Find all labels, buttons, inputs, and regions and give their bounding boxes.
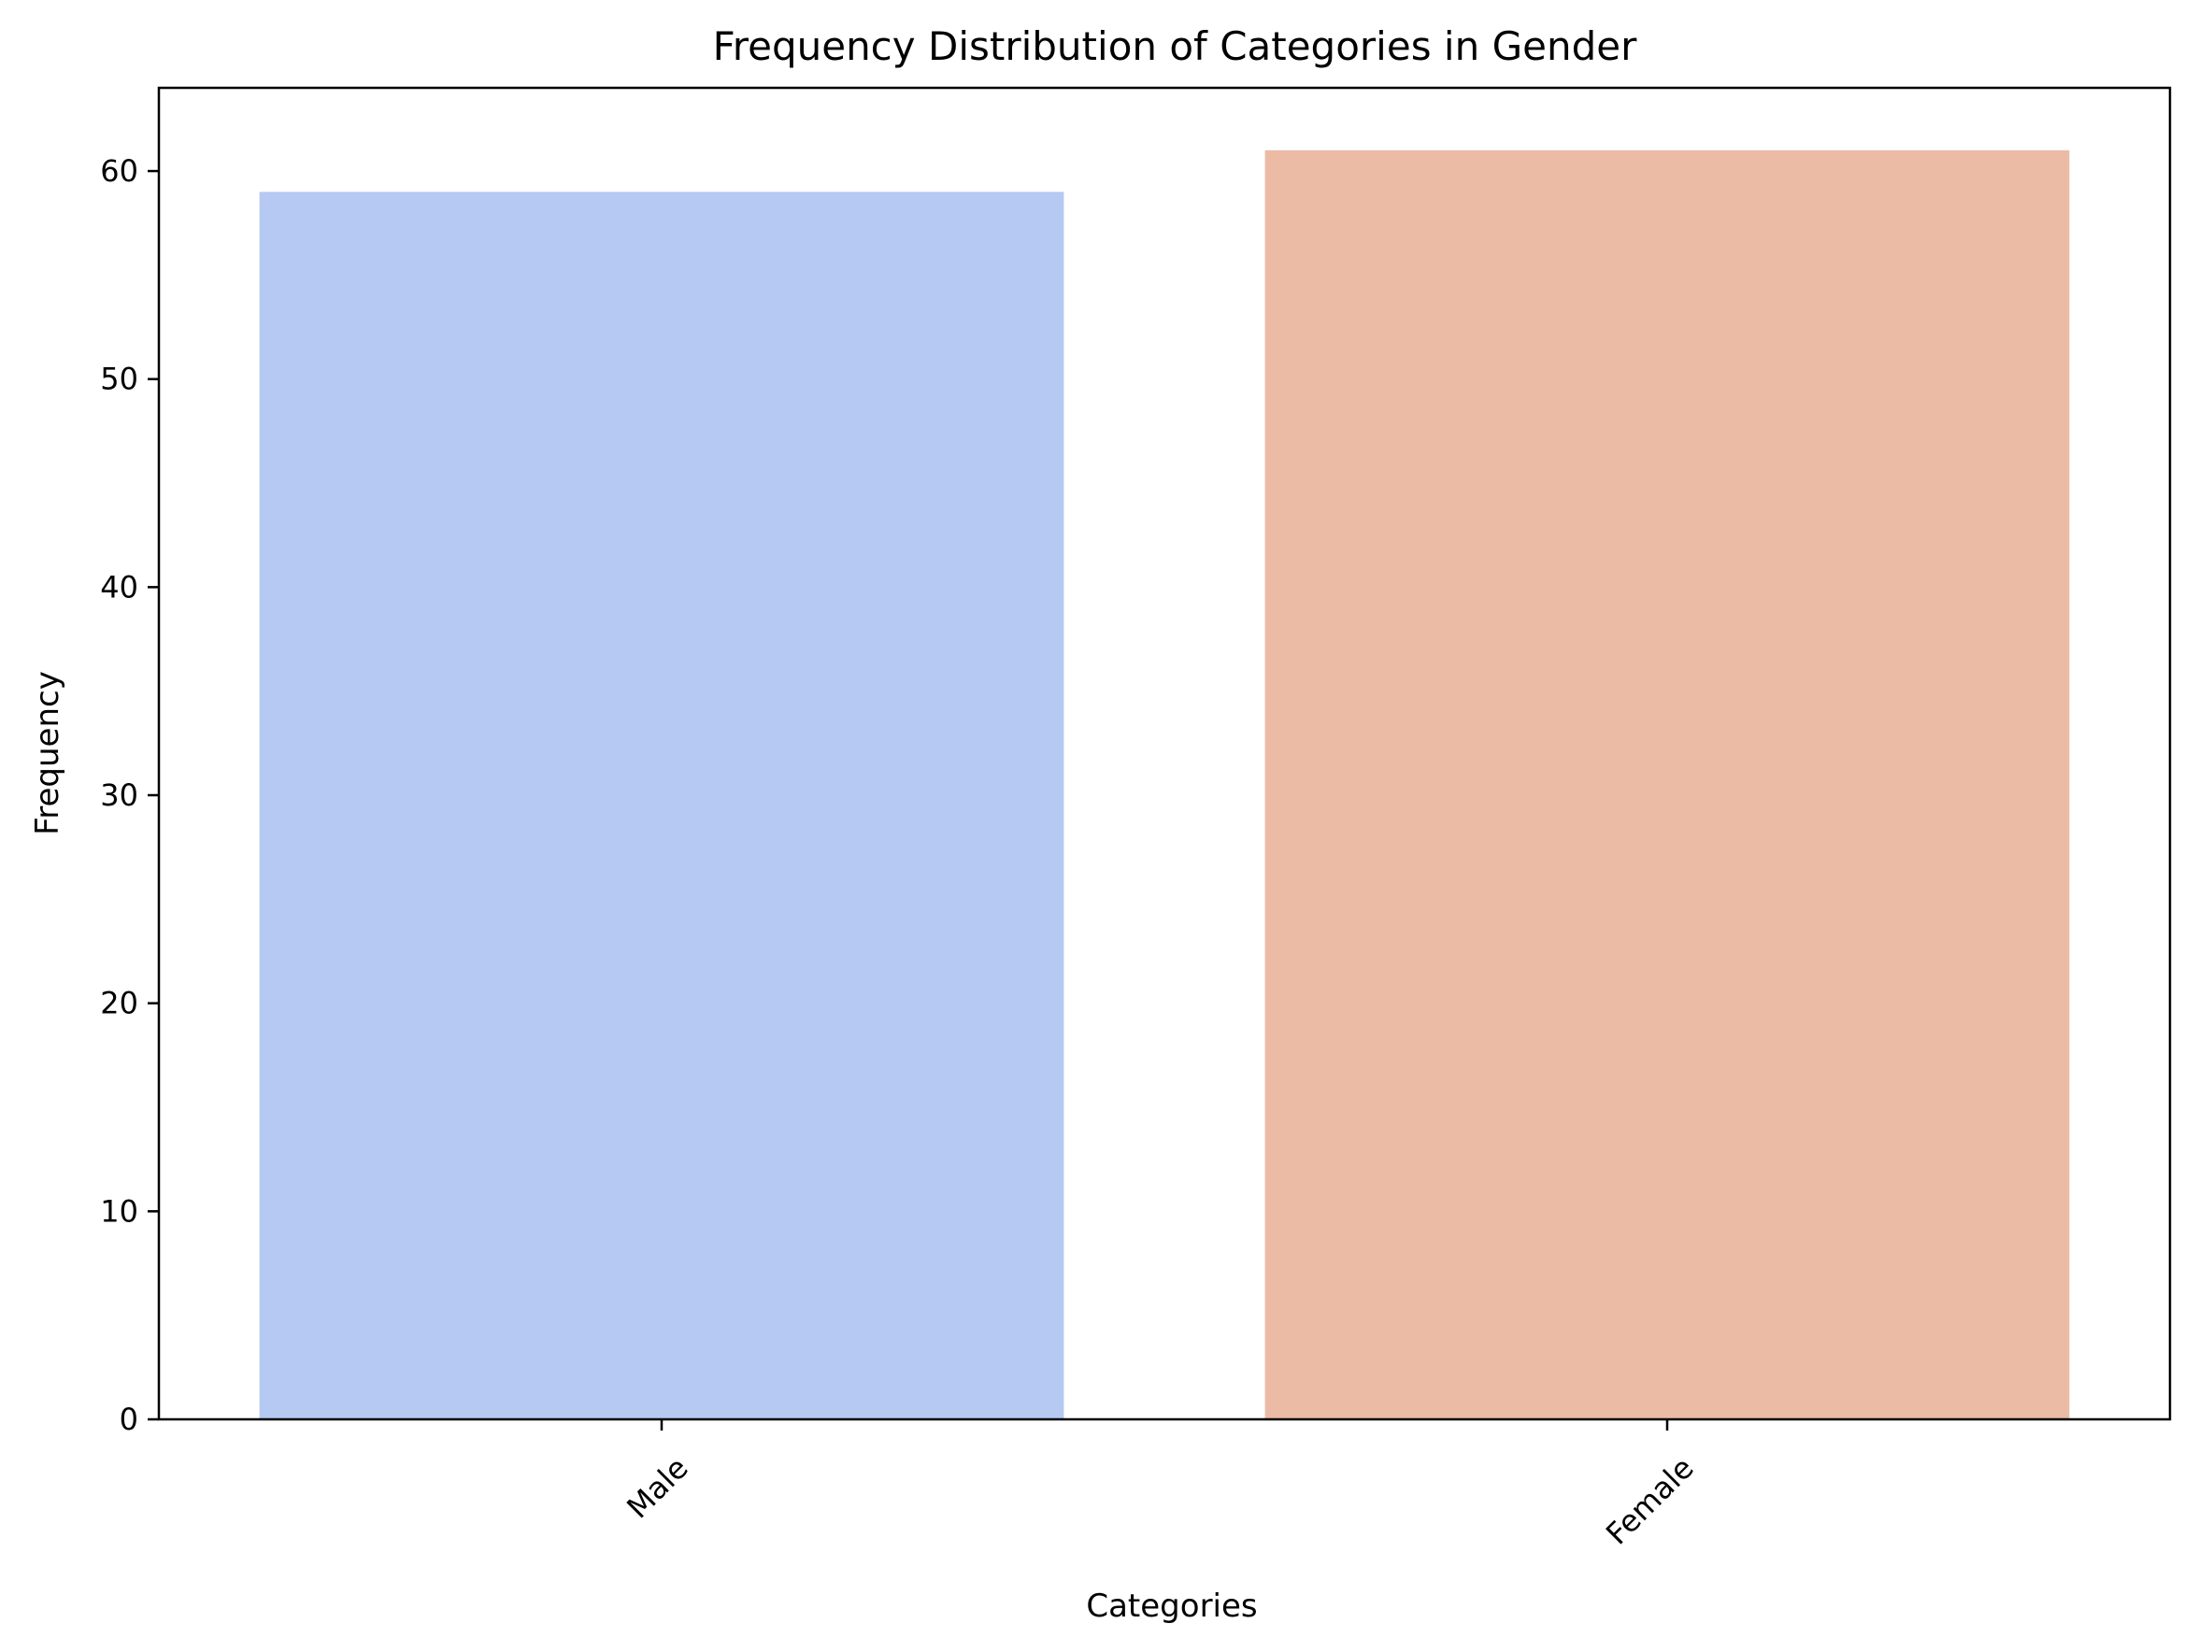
y-tick-label: 60 bbox=[100, 153, 138, 189]
x-tick-label-male: Male bbox=[620, 1450, 694, 1525]
bar-male bbox=[259, 192, 1064, 1419]
x-axis-title: Categories bbox=[1086, 1588, 1257, 1625]
x-tick-label-female: Female bbox=[1599, 1450, 1701, 1552]
y-tick-label: 30 bbox=[100, 777, 138, 813]
y-tick-label: 20 bbox=[100, 986, 138, 1021]
chart-title: Frequency Distribution of Categories in … bbox=[713, 23, 1637, 69]
y-tick-label: 40 bbox=[100, 569, 138, 605]
y-tick-label: 50 bbox=[100, 362, 138, 397]
y-tick-label: 10 bbox=[100, 1193, 138, 1229]
bars-layer bbox=[259, 150, 2070, 1419]
y-axis-ticks: 0 10 20 30 40 50 60 bbox=[100, 153, 159, 1437]
bar-female bbox=[1264, 150, 2070, 1419]
y-axis-title: Frequency bbox=[29, 671, 66, 835]
plot-area-frame bbox=[157, 86, 2172, 1421]
y-tick-label: 0 bbox=[120, 1402, 138, 1437]
x-axis-ticks: Male Female bbox=[620, 1419, 1701, 1552]
